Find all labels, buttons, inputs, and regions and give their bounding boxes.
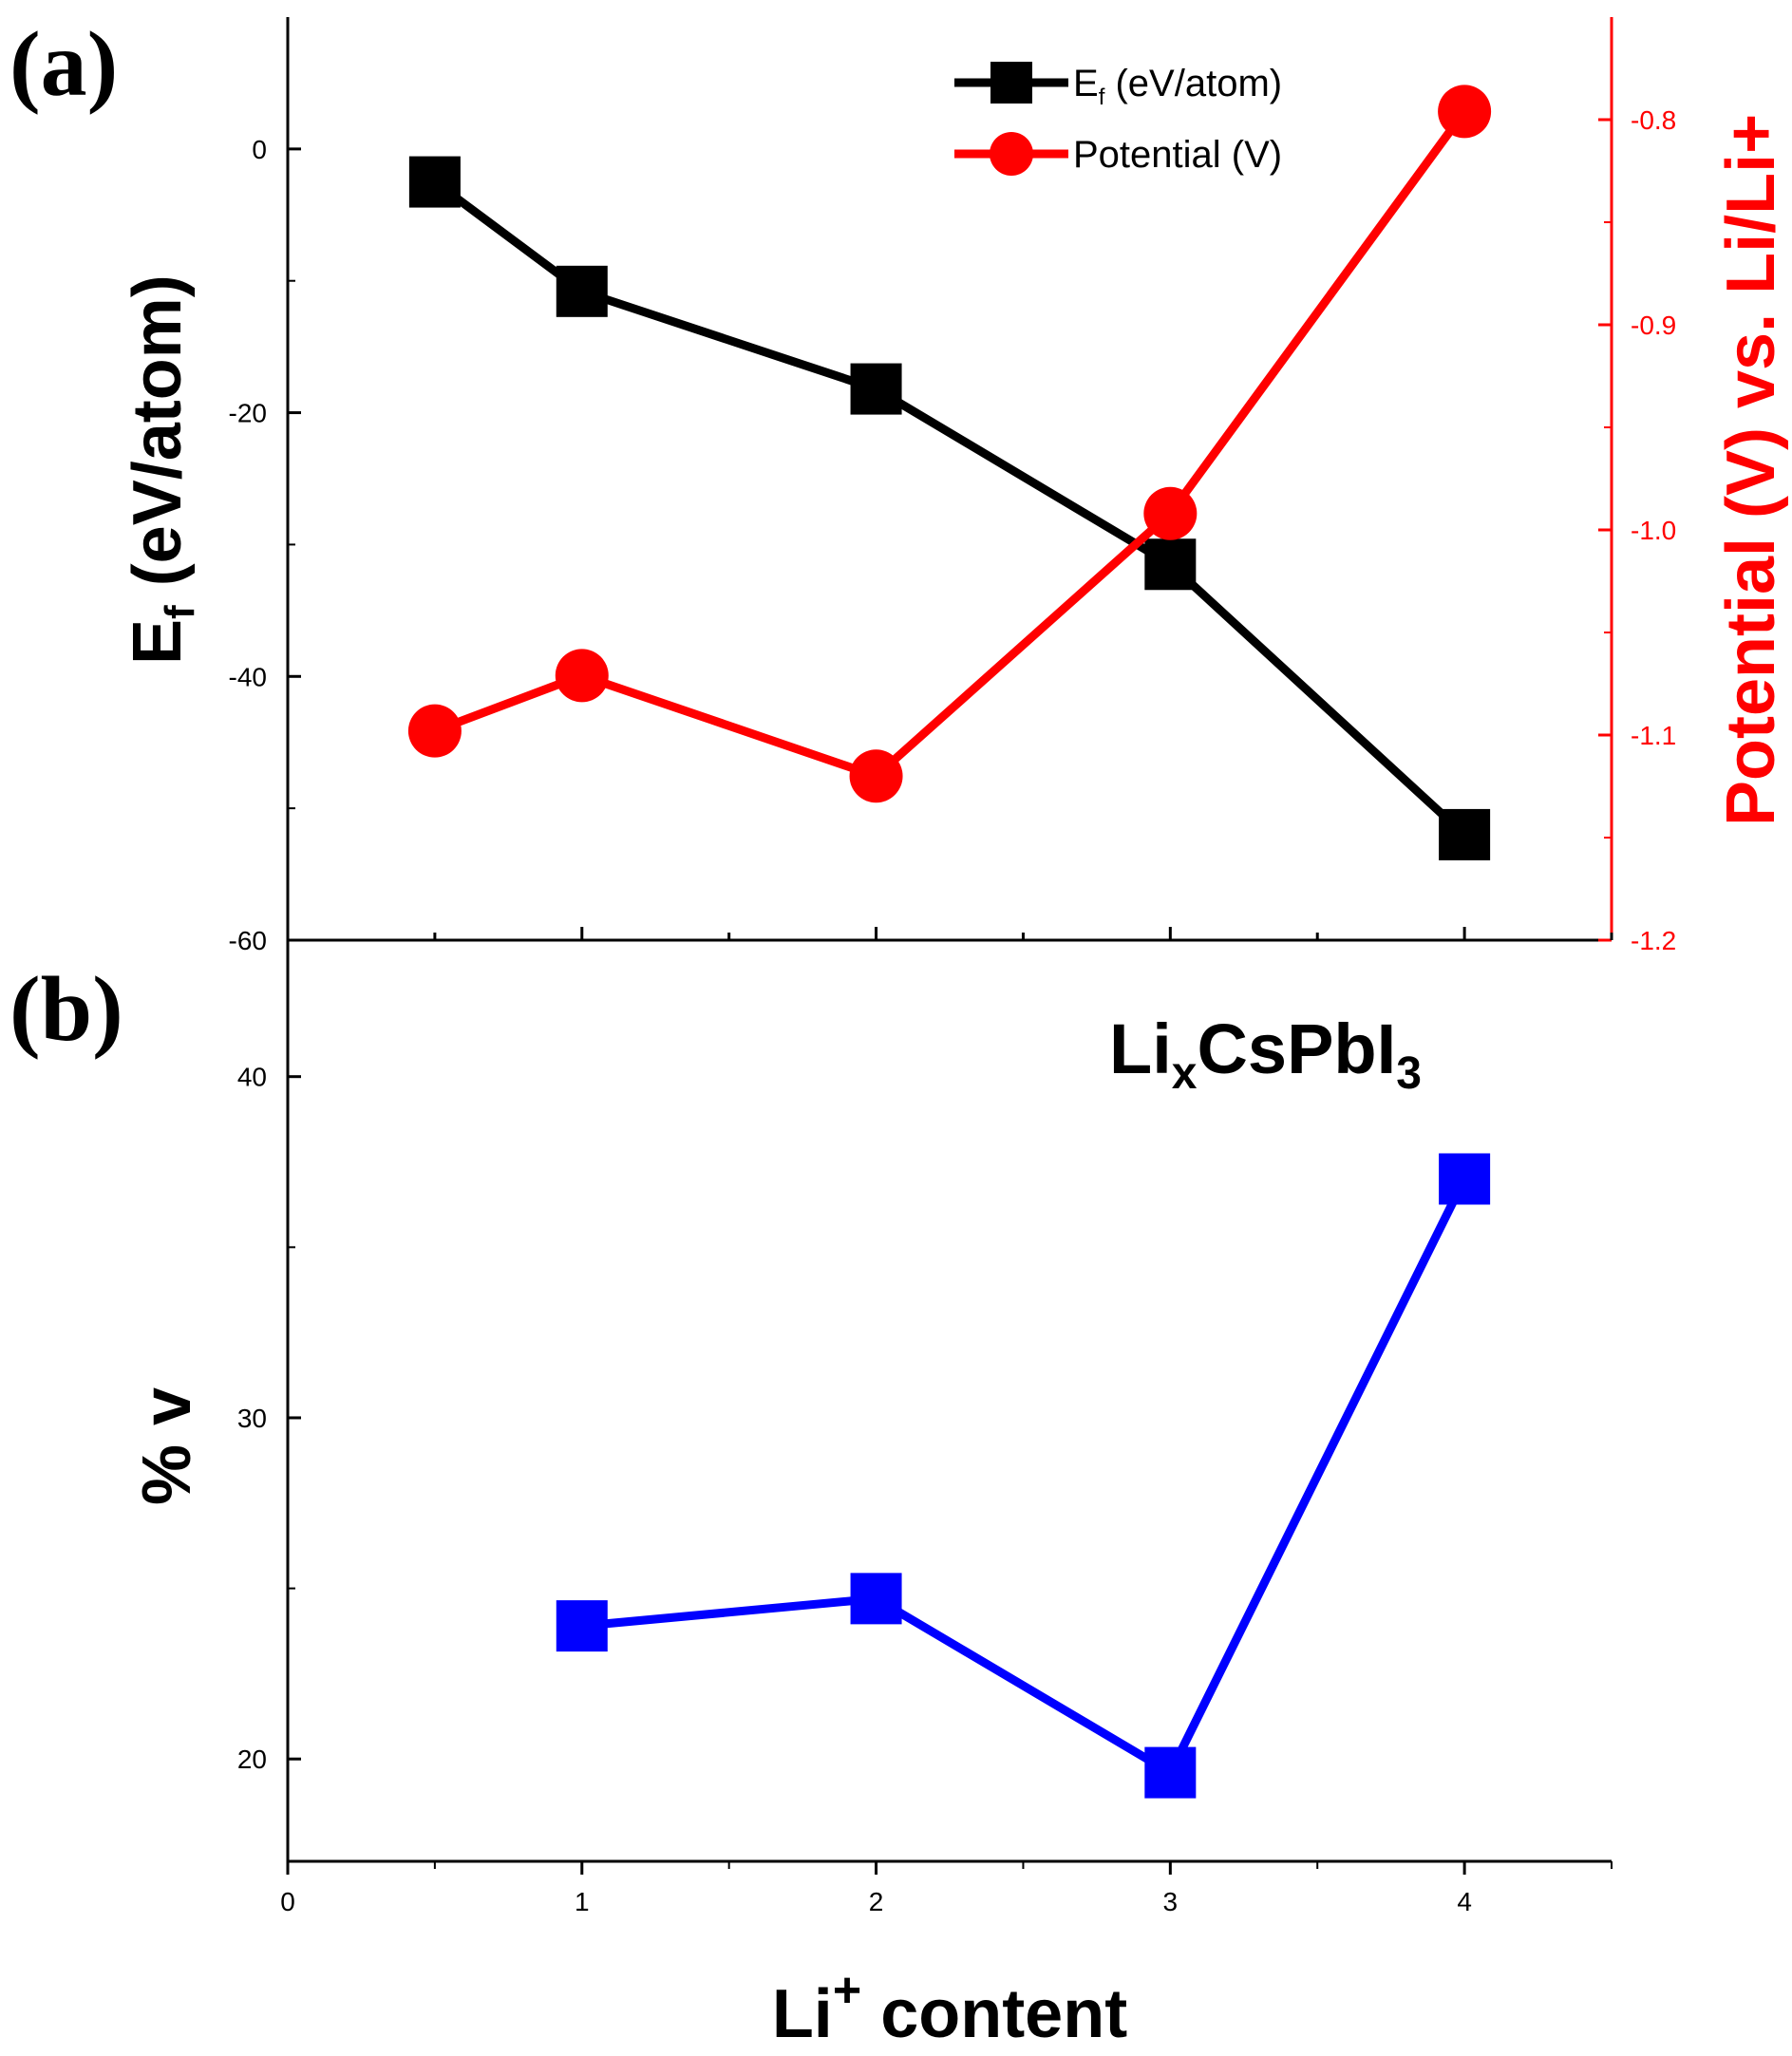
x-axis-title: Li+ content bbox=[772, 1963, 1127, 2052]
point-ef bbox=[1439, 808, 1491, 860]
x-tick-label: 1 bbox=[575, 1887, 590, 1916]
panel-a-left-ticks: 0 -20 -40 -60 bbox=[229, 135, 301, 955]
b-left-tick-label: 40 bbox=[237, 1063, 267, 1092]
point-ef bbox=[556, 265, 608, 317]
a-right-tick-label: -0.8 bbox=[1631, 105, 1676, 135]
a-left-tick-label: -20 bbox=[229, 399, 267, 428]
x-tick-label: 2 bbox=[869, 1887, 884, 1916]
a-right-tick-label: -1.1 bbox=[1631, 721, 1676, 750]
panel-a-left-axis-title: Ef (eV/atom) bbox=[120, 274, 203, 665]
point-ef bbox=[850, 363, 902, 415]
panel-a: 0 -20 -40 -60 -0.8 -0.9 -1.0 -1.1 -1.2 Ef (eV/a… bbox=[120, 17, 1789, 955]
x-tick-label: 0 bbox=[280, 1887, 295, 1916]
point-vol bbox=[850, 1573, 902, 1625]
panel-b: 20 30 40 0 1 2 3 4 % v LixCsPbI3 Li+ content bbox=[129, 940, 1613, 2052]
panel-b-left-axis-title: % v bbox=[129, 1387, 205, 1505]
point-vol bbox=[1144, 1746, 1197, 1799]
legend-ef-marker bbox=[990, 62, 1032, 104]
point-ef bbox=[408, 156, 461, 208]
legend-potential-label: Potential (V) bbox=[1073, 134, 1282, 176]
panel-b-series bbox=[556, 1153, 1491, 1799]
point-potential bbox=[407, 704, 462, 758]
legend: Ef (eV/atom) Potential (V) bbox=[954, 62, 1282, 176]
point-potential bbox=[849, 749, 903, 803]
legend-potential-marker bbox=[990, 132, 1033, 176]
panel-a-right-axis-title: Potential (V) vs. Li/Li+ bbox=[1713, 114, 1789, 826]
panel-a-series bbox=[407, 85, 1492, 860]
point-vol bbox=[556, 1600, 608, 1652]
point-potential bbox=[1143, 486, 1198, 540]
panel-a-bottom-ticks bbox=[433, 927, 1613, 940]
point-vol bbox=[1439, 1153, 1491, 1205]
point-potential bbox=[555, 649, 609, 703]
point-potential bbox=[1438, 85, 1492, 139]
panel-a-right-ticks: -0.8 -0.9 -1.0 -1.1 -1.2 bbox=[1598, 105, 1676, 955]
a-left-tick-label: -40 bbox=[229, 662, 267, 691]
a-right-tick-label: -0.9 bbox=[1631, 311, 1676, 340]
a-right-tick-label: -1.2 bbox=[1631, 926, 1676, 955]
formula-annotation: LixCsPbI3 bbox=[1109, 1009, 1422, 1099]
a-left-tick-label: 0 bbox=[252, 135, 267, 164]
a-left-tick-label: -60 bbox=[229, 926, 267, 955]
legend-ef-label: Ef (eV/atom) bbox=[1073, 63, 1282, 110]
x-tick-label: 4 bbox=[1457, 1887, 1472, 1916]
x-tick-label: 3 bbox=[1163, 1887, 1179, 1916]
b-left-tick-label: 30 bbox=[237, 1404, 267, 1433]
point-ef bbox=[1144, 538, 1197, 591]
panel-b-left-ticks: 20 30 40 bbox=[237, 1063, 301, 1774]
panel-label-b: (b) bbox=[9, 958, 123, 1061]
series-line-vol bbox=[581, 1177, 1469, 1778]
panel-b-bottom-ticks: 0 1 2 3 4 bbox=[280, 1861, 1613, 1916]
panel-label-a: (a) bbox=[9, 13, 118, 116]
a-right-tick-label: -1.0 bbox=[1631, 516, 1676, 545]
b-left-tick-label: 20 bbox=[237, 1745, 267, 1774]
